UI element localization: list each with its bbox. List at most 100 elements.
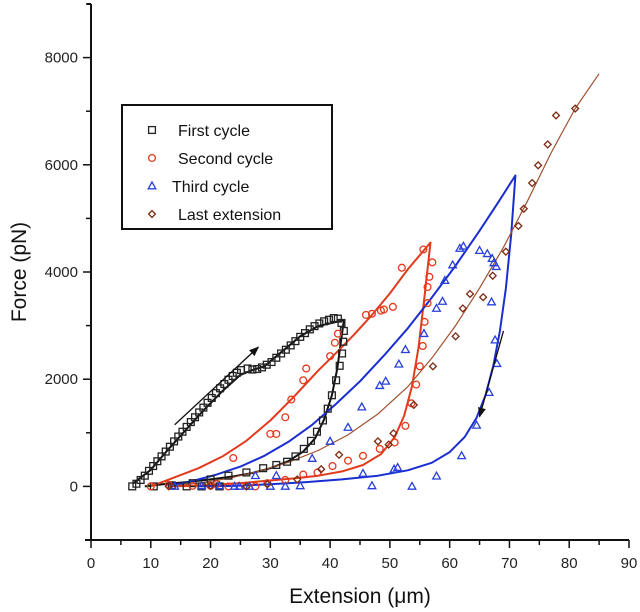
data-point [211,389,220,398]
x-tick-label: 70 [501,555,518,572]
data-point [214,480,225,490]
data-point [428,258,437,267]
data-point [328,461,337,471]
x-tick-label: 20 [202,555,219,572]
data-point [373,437,383,446]
data-point [186,418,195,427]
data-point [456,450,467,460]
data-point [253,364,262,374]
data-point [128,482,137,491]
data-point [358,451,368,460]
data-point [465,289,475,299]
data-point [182,482,191,491]
data-point [310,322,319,331]
data-point [165,442,174,451]
data-point [482,248,493,258]
data-point [451,332,460,341]
data-point [543,140,553,149]
x-tick-label: 40 [322,555,339,572]
data-point [259,464,268,473]
data-point [320,317,329,326]
data-point [407,481,417,490]
data-point [170,437,179,446]
data-point [393,358,404,368]
data-point [329,314,338,323]
data-point [339,337,348,346]
data-point [315,319,324,328]
data-point [262,360,271,369]
data-point [232,368,241,377]
data-point [307,453,318,462]
data-point [439,275,450,285]
data-point [236,366,246,375]
fit-curve-last-extension [168,73,600,487]
data-point [519,204,529,214]
data-point [326,352,335,361]
data-point [397,263,406,272]
data-point [335,361,344,370]
data-point [400,344,411,354]
data-point [323,404,332,413]
data-point [514,221,523,231]
data-point [229,453,238,463]
series-last-extension [164,104,580,491]
data-point [234,481,245,490]
data-point [257,363,267,372]
x-tick-label: 80 [561,555,578,572]
data-point [333,329,342,338]
data-point [533,161,543,170]
data-point [330,338,339,347]
data-points [128,104,580,491]
data-point [423,282,432,292]
data-point [437,296,448,305]
data-point [551,111,561,120]
data-point [361,310,371,319]
data-point [423,299,432,308]
data-point [169,481,180,490]
x-ticks: 0 10 20 30 40 50 60 70 80 90 [87,540,638,572]
data-point [471,419,482,429]
data-point [454,243,465,252]
data-point [486,296,497,306]
data-point [190,413,200,422]
data-point [188,481,197,490]
data-point [374,380,385,390]
data-point [484,387,495,397]
data-point [283,457,292,466]
annotation-arrows [174,330,505,426]
data-point [415,362,424,371]
legend-marker-diamond [147,209,157,219]
data-point [195,408,204,417]
data-point [280,481,291,490]
data-point [206,481,215,491]
data-point [419,245,428,254]
data-point [242,468,251,477]
legend-label: Second cycle [178,151,273,168]
legend-label: Last extension [178,207,281,224]
x-tick-label: 30 [262,555,279,572]
data-point [207,393,216,403]
data-point [327,391,336,400]
data-point [248,365,257,374]
data-point [380,376,391,385]
data-point [250,470,261,480]
data-point [488,271,498,281]
data-point [271,470,282,480]
legend-label: First cycle [178,123,250,140]
y-tick-label: 2000 [45,371,78,388]
data-point [334,450,344,460]
unloading-direction-arrow [478,330,505,418]
y-tick-label: 0 [70,478,78,495]
data-point [153,457,162,466]
x-tick-label: 90 [621,555,638,572]
data-point [428,362,438,371]
data-point [474,245,485,255]
data-point [182,422,191,431]
data-point [292,475,302,484]
legend-marker-square [147,125,157,135]
data-point [447,259,458,269]
data-point [266,429,275,438]
legend: First cycle Second cycle Third cycle Last e… [121,104,333,230]
legend-marker-circle [147,153,157,163]
